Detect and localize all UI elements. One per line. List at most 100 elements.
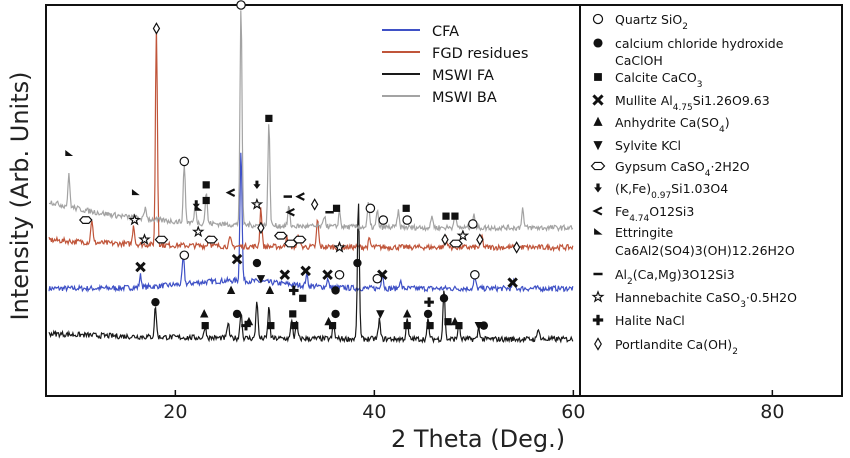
square-icon [265, 114, 273, 122]
circle-open-icon [334, 269, 345, 280]
diamond-icon [441, 233, 449, 246]
flag-icon [594, 228, 603, 235]
hexagon-icon [292, 235, 307, 244]
cross-icon [507, 277, 518, 288]
cross-icon [279, 269, 291, 281]
square-icon [403, 322, 411, 330]
x-tick-label: 80 [760, 401, 784, 423]
square-icon [328, 322, 337, 330]
circle-filled-icon [331, 286, 340, 295]
triangle-up-icon [593, 116, 603, 126]
phase-legend-label: Al2(Ca,Mg)3O12Si3 [615, 267, 735, 287]
circle-open-icon [470, 269, 480, 280]
phase-legend-label: Anhydrite Ca(SO4) [615, 115, 730, 135]
x-axis-label: 2 Theta (Deg.) [391, 425, 565, 453]
series-line-mswi-fa [48, 203, 574, 344]
series-line-cfa [48, 152, 574, 293]
star-icon [128, 213, 141, 226]
phase-legend-label: Hannebachite CaSO3·0.5H2O [615, 290, 797, 310]
y-axis-label: Intensity (Arb. Units) [6, 72, 34, 321]
phase-legend-label: Halite NaCl [615, 313, 685, 328]
hexagon-icon [154, 235, 169, 244]
legend-label: CFA [432, 24, 459, 40]
square-icon [332, 204, 341, 212]
diamond-icon [512, 241, 521, 254]
phase-legend-label: Mullite Al4.75Si1.26O9.63 [615, 93, 770, 113]
circle-filled-icon [423, 309, 433, 319]
plot-frame [45, 4, 843, 397]
legend-label: FGD residues [432, 46, 528, 62]
arrow-down-icon [192, 200, 200, 209]
triangle-down-icon [593, 141, 603, 151]
legend-label: MSWI FA [432, 68, 494, 84]
circle-filled-icon [353, 258, 362, 268]
circle-open-icon [592, 13, 604, 25]
cross-icon [322, 269, 333, 281]
plus-icon [288, 285, 299, 296]
triangle-down-icon [376, 310, 385, 319]
phase-legend-label: Portlandite Ca(OH)2 [615, 337, 738, 357]
cross-icon [592, 94, 604, 106]
circle-open-icon [372, 273, 383, 284]
phase-legend-label: Ca6Al2(SO4)3(OH)12.26H2O [615, 243, 795, 258]
square-icon [267, 322, 275, 330]
hexagon-icon [283, 239, 298, 248]
phase-legend-label: Fe4.74O12Si3 [615, 204, 694, 224]
x-tick-label: 20 [163, 401, 187, 423]
cross-icon [135, 261, 146, 273]
series-line-fgd-residues [48, 26, 574, 253]
phase-legend-label: Quartz SiO2 [615, 12, 688, 32]
plus-icon [424, 297, 434, 307]
square-icon [402, 204, 410, 212]
square-icon [202, 196, 210, 205]
less-than-icon [592, 206, 603, 216]
legend-label: MSWI BA [432, 90, 497, 106]
diamond-icon [476, 233, 484, 246]
square-icon [442, 212, 450, 220]
triangle-up-icon [402, 309, 412, 318]
flag-icon [65, 149, 74, 156]
phase-legend-label: (K,Fe)0.97Si1.03O4 [615, 181, 728, 201]
circle-filled-icon [232, 309, 242, 319]
arrow-down-icon [594, 183, 602, 193]
diamond-icon [594, 337, 602, 351]
x-tick-marks [174, 390, 774, 396]
circle-open-icon [236, 0, 246, 10]
less-than-icon [225, 188, 236, 197]
circle-open-icon [468, 219, 478, 229]
diamond-icon [310, 198, 319, 211]
star-icon [456, 229, 470, 242]
triangle-up-icon [226, 285, 236, 295]
square-icon [444, 318, 452, 326]
circle-filled-icon [439, 294, 449, 303]
phase-legend: Quartz SiO2 calcium chloride hydroxide CaC… [590, 12, 797, 357]
star-icon [591, 290, 605, 303]
circle-open-icon [365, 203, 376, 214]
triangle-up-icon [200, 309, 209, 318]
phase-legend-label: Calcite CaCO3 [615, 70, 702, 90]
square-icon [202, 181, 210, 189]
hexagon-icon [78, 216, 93, 224]
series-legend: CFA FGD residues MSWI FA MSWI BA [382, 24, 528, 106]
series-layer [48, 10, 574, 344]
phase-legend-label: Sylvite KCl [615, 138, 681, 153]
cross-icon [231, 253, 243, 265]
star-icon [333, 240, 346, 253]
hexagon-icon [449, 239, 463, 248]
phase-legend-label: CaClOH [615, 53, 663, 68]
x-tick-labels: 20 40 60 80 [163, 401, 784, 423]
diamond-icon [257, 221, 265, 235]
circle-filled-icon [252, 258, 262, 268]
hexagon-icon [590, 161, 606, 171]
phase-legend-label: Gypsum CaSO4·2H2O [615, 159, 750, 179]
arrow-down-icon [253, 180, 261, 190]
circle-open-icon [378, 215, 389, 225]
triangle-down-icon [256, 275, 266, 284]
circle-filled-icon [593, 38, 603, 48]
circle-open-icon [402, 215, 412, 225]
circle-filled-icon [331, 309, 340, 319]
circle-filled-icon [479, 321, 488, 330]
phase-legend-label: calcium chloride hydroxide [615, 36, 784, 51]
square-icon [594, 73, 602, 81]
